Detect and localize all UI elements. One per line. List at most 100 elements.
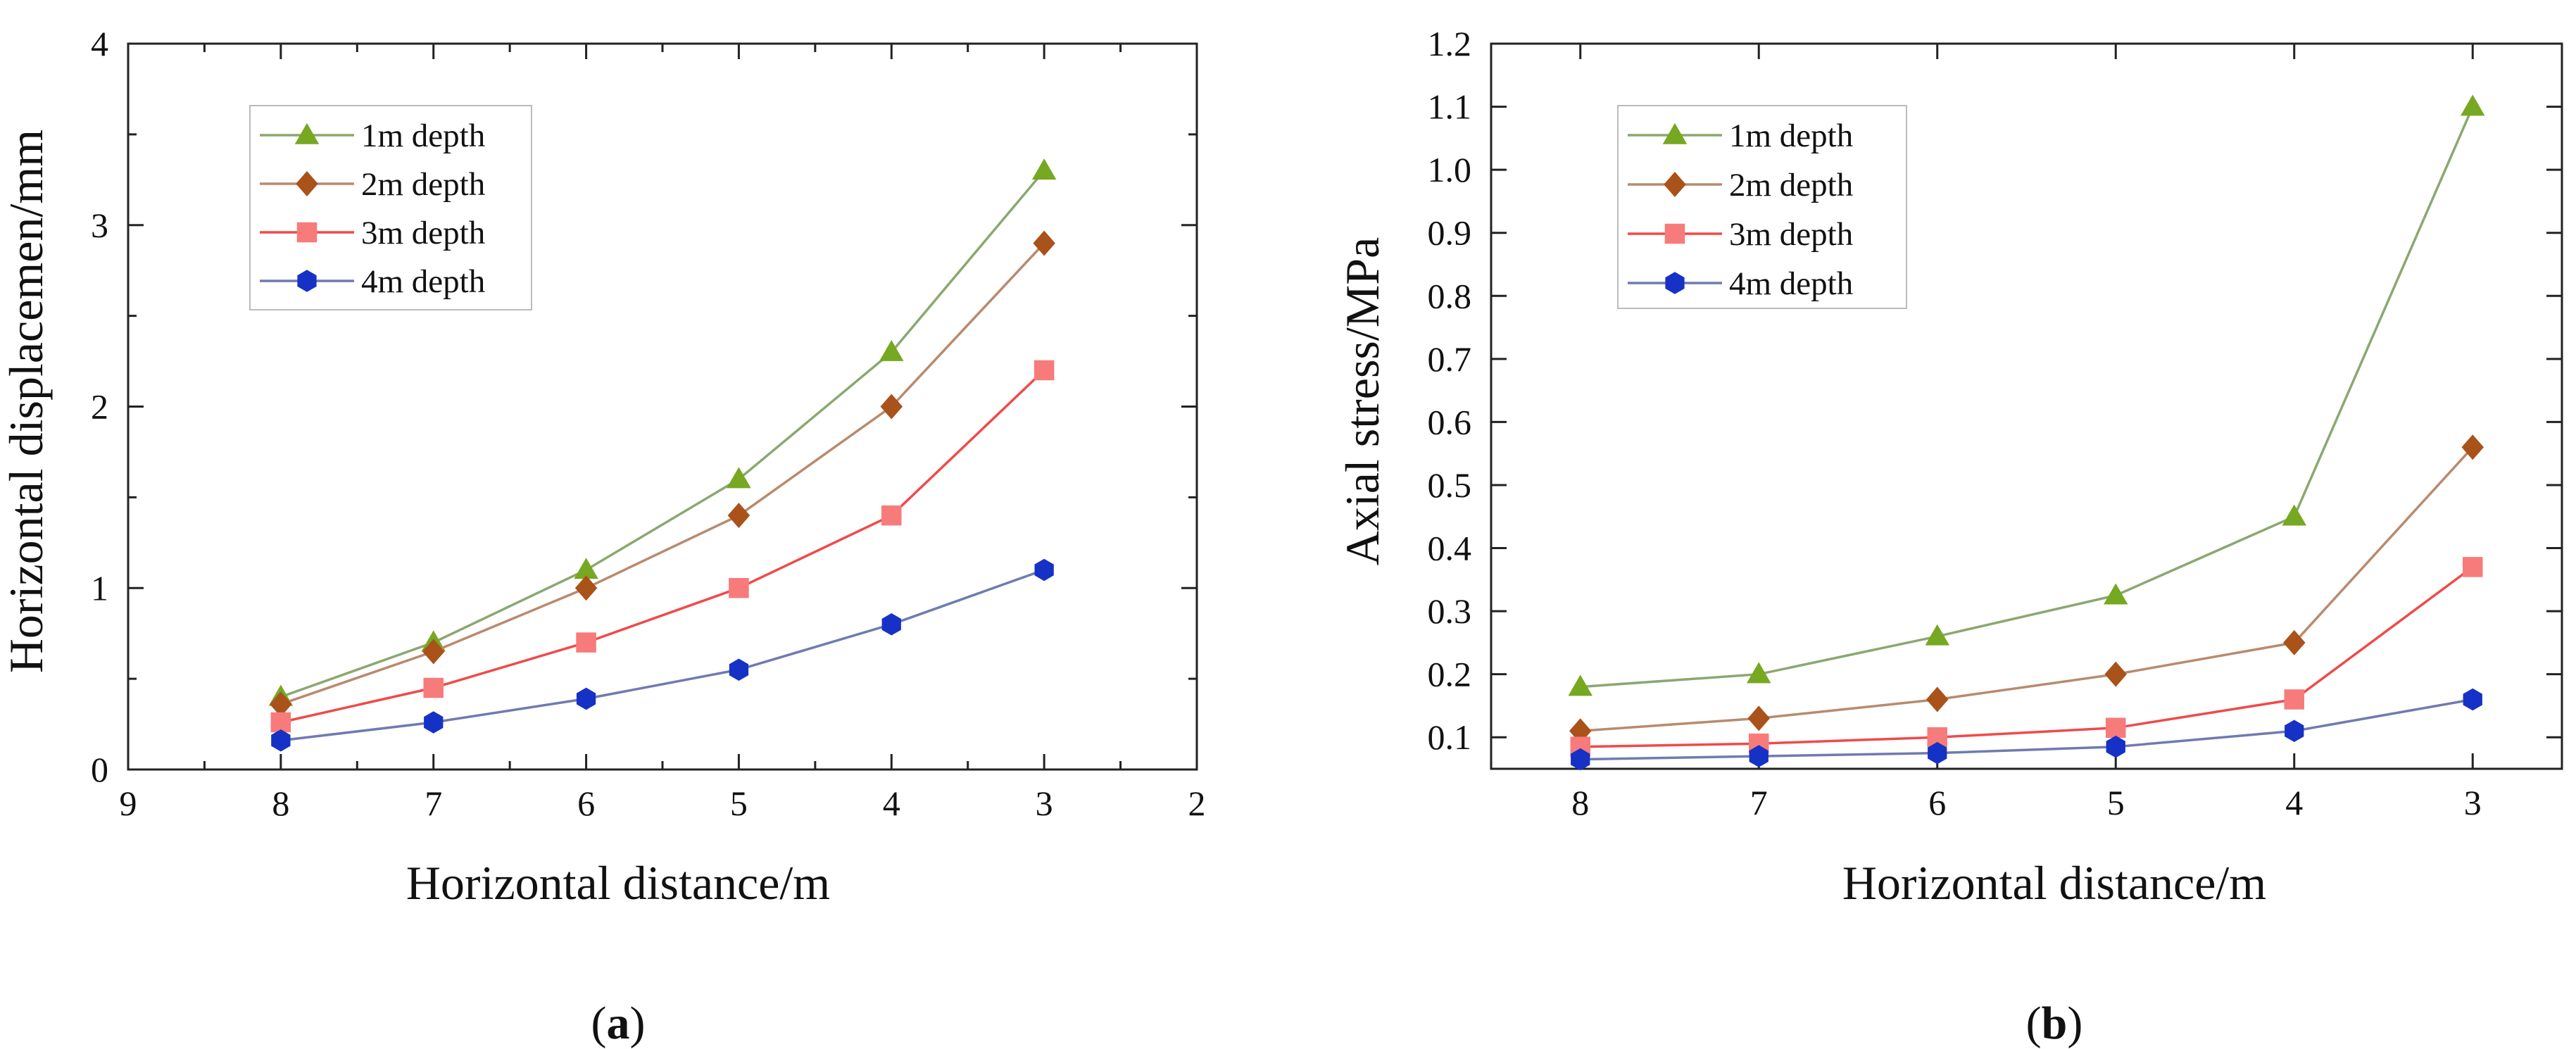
series-line-a-1 [280, 170, 1045, 698]
series-line-a-3 [280, 369, 1045, 724]
y-tick-label-b: 0.2 [1428, 655, 1472, 694]
x-tick-label-b: 5 [2107, 783, 2125, 822]
data-point-b-1 [2461, 94, 2485, 116]
legend-marker-b-1 [1662, 123, 1688, 144]
series-group-a [268, 158, 1057, 752]
legend-label-b-4: 4m depth [1729, 265, 1853, 302]
data-point-b-2 [2461, 434, 2484, 460]
data-point-a-2 [727, 503, 750, 529]
y-tick-label-b: 0.7 [1428, 339, 1472, 379]
data-point-a-3 [270, 712, 291, 733]
data-point-a-3 [576, 632, 596, 653]
legend-label-a-1: 1m depth [361, 118, 485, 154]
x-tick-label-b: 7 [1750, 783, 1768, 822]
data-point-b-3 [2463, 557, 2483, 577]
series-group-b [1568, 94, 2485, 771]
y-tick-label-a: 3 [91, 206, 108, 245]
y-axis-title-a: Horizontal displacemen/mm [0, 130, 53, 673]
legend-label-b-1: 1m depth [1729, 118, 1853, 154]
y-tick-label-b: 0.1 [1428, 717, 1472, 757]
legend-label-a-4: 4m depth [361, 263, 485, 300]
plot-frame-b [1490, 42, 2563, 770]
x-tick-label-b: 8 [1571, 783, 1589, 822]
series-line-a-2 [280, 242, 1045, 705]
y-tick-label-a: 2 [91, 387, 108, 427]
x-tick-label-a: 2 [1188, 784, 1206, 823]
data-point-a-2 [880, 394, 903, 420]
series-line-b-3 [1580, 565, 2474, 748]
data-point-b-4 [1749, 745, 1768, 767]
data-point-a-2 [422, 639, 445, 665]
data-point-a-3 [1033, 360, 1055, 381]
data-point-b-2 [1747, 705, 1770, 731]
y-tick-label-b: 0.4 [1428, 529, 1472, 568]
y-tick-label-b: 1.2 [1428, 24, 1472, 63]
data-point-b-1 [1747, 662, 1771, 684]
data-point-b-2 [2104, 661, 2127, 687]
legend-marker-a-1 [294, 123, 320, 144]
data-point-b-1 [2104, 583, 2128, 605]
y-tick-label-b: 1.1 [1428, 87, 1472, 127]
x-axis-title-a: Horizontal distance/m [406, 856, 830, 910]
x-tick-label-b: 4 [2285, 783, 2303, 822]
data-point-a-1 [879, 339, 904, 361]
data-point-a-1 [727, 467, 751, 489]
x-tick-label-b: 6 [1928, 783, 1946, 822]
series-line-b-4 [1580, 698, 2473, 761]
data-point-a-3 [729, 578, 749, 598]
data-point-b-1 [1925, 624, 1949, 646]
data-point-b-3 [2284, 689, 2304, 710]
y-tick-label-b: 0.9 [1428, 213, 1472, 253]
x-tick-label-a: 3 [1036, 784, 1053, 823]
series-line-b-1 [1580, 106, 2474, 689]
y-tick-label-a: 1 [91, 568, 108, 608]
y-tick-label-b: 0.6 [1428, 402, 1472, 441]
legend-label-a-3: 3m depth [361, 215, 485, 251]
x-tick-label-a: 5 [730, 784, 748, 823]
x-tick-label-b: 3 [2464, 783, 2482, 822]
data-point-b-4 [2463, 688, 2482, 711]
data-point-a-2 [574, 575, 598, 601]
x-tick-label-a: 8 [272, 784, 289, 823]
panel-label-a: (a) [591, 998, 646, 1049]
data-point-a-2 [1033, 230, 1055, 256]
data-point-a-1 [1031, 158, 1057, 180]
legend-marker-a-3 [296, 222, 318, 243]
data-point-b-3 [2106, 717, 2126, 739]
data-point-a-4 [1034, 558, 1054, 582]
axis-ticks-b: 8 7 6 5 4 3 0.1 0.2 0.3 0.4 0.5 0.6 0.7 0.8 0.9 1.0 1.1 1… [1428, 24, 2562, 822]
data-point-a-3 [881, 505, 902, 526]
legend-label-b-2: 2m depth [1729, 167, 1853, 203]
panel-letter-b: b [2042, 998, 2068, 1049]
axis-ticks-a: 9 8 7 6 5 4 3 2 0 1 2 3 4 [91, 24, 1206, 823]
legend-b: 1m depth 2m depth 3m depth 4m depth [1617, 105, 1907, 309]
data-point-a-2 [270, 691, 292, 717]
data-point-a-1 [574, 558, 598, 579]
panel-letter-a: a [607, 998, 630, 1049]
y-tick-label-a: 4 [91, 24, 108, 63]
legend-a: 1m depth 2m depth 3m depth 4m depth [249, 105, 532, 310]
data-point-b-1 [1568, 674, 1592, 696]
data-point-a-4 [881, 613, 901, 636]
data-point-a-4 [576, 687, 596, 710]
x-tick-label-a: 7 [425, 784, 442, 823]
x-tick-label-a: 9 [120, 784, 137, 823]
data-point-a-4 [729, 658, 749, 681]
data-point-b-4 [1928, 741, 1947, 765]
series-line-a-4 [280, 568, 1045, 742]
legend-marker-a-2 [296, 171, 318, 196]
y-tick-label-b: 0.8 [1428, 276, 1472, 315]
data-point-a-3 [423, 677, 444, 698]
data-point-b-4 [2285, 720, 2304, 742]
series-line-b-2 [1580, 446, 2474, 733]
x-tick-label-a: 4 [883, 784, 900, 823]
panel-label-b: (b) [2026, 998, 2083, 1049]
data-point-a-4 [424, 711, 444, 734]
y-axis-title-b: Axial stress/MPa [1336, 237, 1389, 566]
y-tick-label-b: 0.3 [1428, 591, 1472, 631]
y-tick-label-b: 1.0 [1428, 150, 1472, 189]
data-point-b-4 [1571, 748, 1590, 771]
y-tick-label-b: 0.5 [1428, 465, 1472, 505]
legend-label-a-2: 2m depth [361, 166, 485, 203]
